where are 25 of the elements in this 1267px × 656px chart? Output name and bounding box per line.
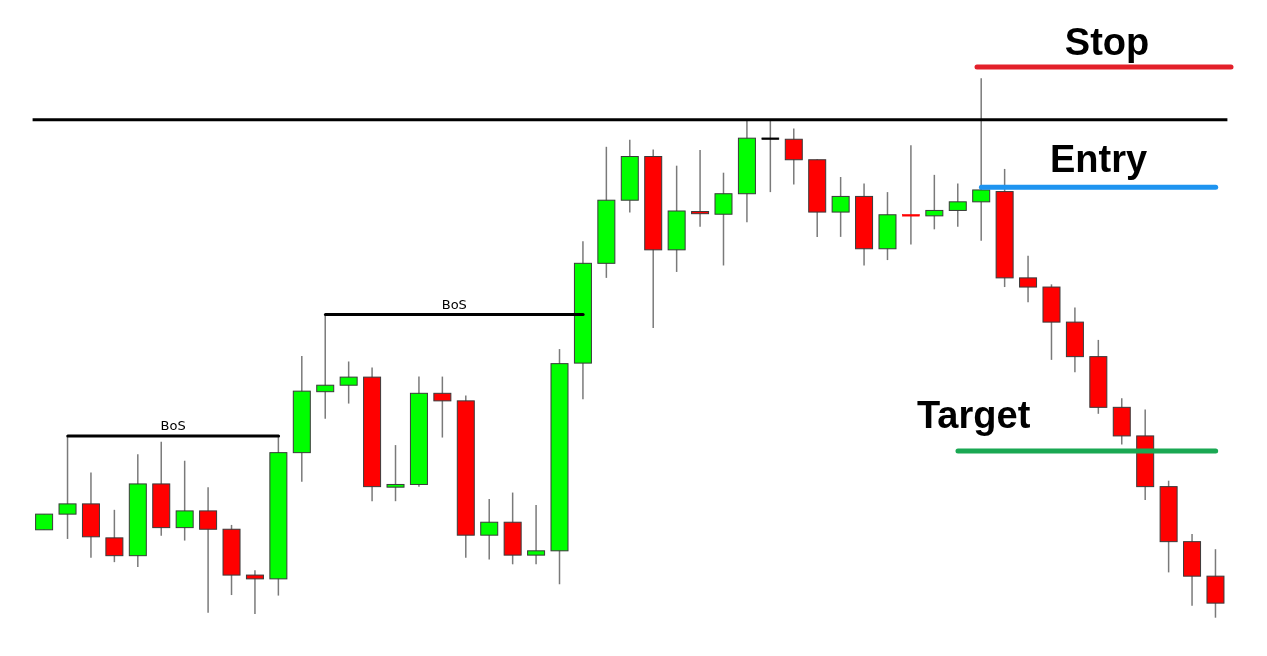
candlestick <box>831 176 850 238</box>
candlestick <box>433 375 452 439</box>
series-label: Entry <box>1049 138 1148 181</box>
candlestick <box>948 182 967 228</box>
candlestick <box>175 459 194 542</box>
candlestick <box>58 435 77 540</box>
candlestick <box>972 77 991 242</box>
candlestick <box>339 360 358 405</box>
candlestick <box>245 569 264 615</box>
series-label: BoS <box>160 417 186 433</box>
candlestick <box>925 174 944 231</box>
candlestick <box>199 486 218 614</box>
candlestick <box>691 149 710 228</box>
candlestick <box>480 498 499 561</box>
text: Stop <box>1064 21 1150 63</box>
candlestick <box>316 313 335 420</box>
candlestick <box>527 504 546 566</box>
candlestick <box>902 144 920 246</box>
candlestick <box>386 444 405 502</box>
candlestick <box>714 171 733 267</box>
candlestick <box>105 509 124 563</box>
series-label: Target <box>916 394 1031 437</box>
candlestick <box>784 127 803 186</box>
candlestick <box>1019 255 1038 303</box>
series-label: BoS <box>441 296 467 312</box>
